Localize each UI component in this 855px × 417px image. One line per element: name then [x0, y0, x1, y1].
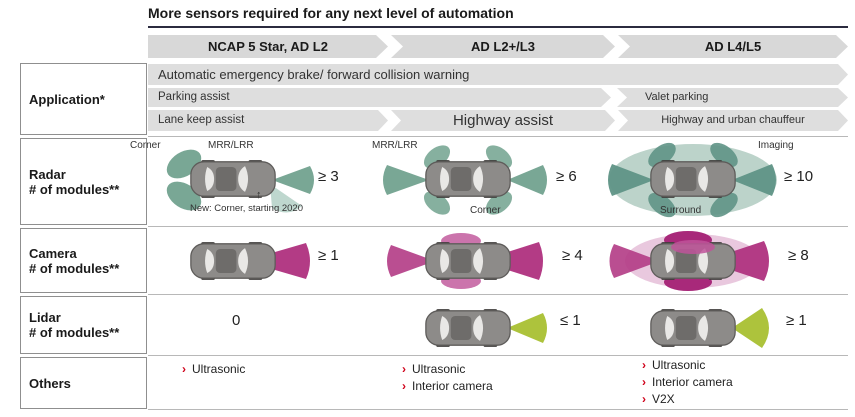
camera-coverage-l3-car-icon [387, 233, 543, 289]
row-label-radar-text: Radar [29, 166, 66, 182]
application-bar-aeb: Automatic emergency brake/ forward colli… [148, 64, 848, 85]
chevron-bullet-icon: › [182, 362, 186, 376]
radar-count-l5: ≥ 10 [784, 168, 814, 185]
row-label-radar: Radar # of modules** [20, 138, 147, 225]
radar-count-l3: ≥ 6 [556, 168, 577, 185]
row-label-others: Others [20, 357, 147, 409]
page-title: More sensors required for any next level… [148, 5, 514, 21]
camera-count-l2: ≥ 1 [318, 247, 339, 264]
row-label-radar-sub: # of modules** [29, 181, 120, 197]
camera-count-l5: ≥ 8 [788, 247, 809, 264]
application-bar-urban-chauffeur: Highway and urban chauffeur [618, 110, 848, 131]
separator [148, 226, 848, 227]
row-label-application: Application* [20, 63, 147, 135]
radar-label-imaging-l5: Imaging [758, 140, 794, 151]
row-label-others-text: Others [29, 375, 71, 391]
radar-coverage-l3-car-icon [383, 145, 547, 215]
note-arrow-icon: ↑ [256, 189, 262, 201]
camera-coverage-l2-car-icon [190, 241, 310, 281]
separator [148, 294, 848, 295]
others-item: › V2X [642, 392, 675, 406]
application-bar-parking-assist: Parking assist [148, 88, 611, 107]
lidar-coverage-l3-car-icon [425, 308, 547, 348]
application-bar-valet-parking: Valet parking [617, 88, 848, 107]
others-item-label: Ultrasonic [192, 362, 246, 376]
radar-label-surround-l5: Surround [660, 205, 702, 216]
application-bar-lane-keep: Lane keep assist [148, 110, 388, 131]
radar-coverage-l5-car-icon [608, 142, 777, 218]
others-item: › Ultrasonic [642, 358, 705, 372]
chevron-bullet-icon: › [402, 379, 406, 393]
row-label-lidar: Lidar # of modules** [20, 296, 147, 354]
separator [148, 136, 848, 137]
others-item-label: Ultrasonic [412, 362, 466, 376]
row-label-camera-sub: # of modules** [29, 260, 120, 276]
chevron-bullet-icon: › [642, 392, 646, 406]
others-item-label: Ultrasonic [652, 358, 706, 372]
chevron-bullet-icon: › [402, 362, 406, 376]
column-header-ncap-l2: NCAP 5 Star, AD L2 [148, 35, 388, 58]
lidar-count-l5: ≥ 1 [786, 312, 807, 329]
application-bar-highway-assist: Highway assist [391, 110, 615, 131]
column-header-l4-l5: AD L4/L5 [618, 35, 848, 58]
others-item-label: Interior camera [652, 375, 733, 389]
others-item: › Interior camera [402, 379, 493, 393]
others-item: › Ultrasonic [182, 362, 245, 376]
column-header-l2plus-l3: AD L2+/L3 [391, 35, 615, 58]
radar-coverage-l2-car-icon [166, 149, 314, 213]
separator [148, 355, 848, 356]
radar-label-mrr-l3: MRR/LRR [372, 140, 418, 151]
others-item: › Interior camera [642, 375, 733, 389]
row-label-application-text: Application* [29, 91, 105, 107]
radar-label-corner-l3: Corner [470, 205, 501, 216]
camera-count-l3: ≥ 4 [562, 247, 583, 264]
radar-label-corner-l2: Corner [130, 140, 161, 151]
row-label-camera: Camera # of modules** [20, 228, 147, 293]
radar-note-new-corner: New: Corner, starting 2020 [190, 203, 304, 214]
others-item: › Ultrasonic [402, 362, 465, 376]
row-label-lidar-text: Lidar [29, 310, 61, 325]
camera-coverage-l5-car-icon [609, 231, 769, 291]
radar-label-mrr-l2: MRR/LRR [208, 140, 254, 151]
lidar-count-l2: 0 [232, 312, 241, 329]
radar-count-l2: ≥ 3 [318, 168, 339, 185]
row-label-lidar-sub: # of modules** [29, 325, 120, 340]
title-underline [148, 26, 848, 28]
separator [148, 409, 848, 410]
lidar-coverage-l5-car-icon [650, 308, 769, 348]
chevron-bullet-icon: › [642, 375, 646, 389]
row-label-camera-text: Camera [29, 245, 77, 261]
lidar-count-l3: ≤ 1 [560, 312, 581, 329]
others-item-label: V2X [652, 392, 675, 406]
chevron-bullet-icon: › [642, 358, 646, 372]
others-item-label: Interior camera [412, 379, 493, 393]
